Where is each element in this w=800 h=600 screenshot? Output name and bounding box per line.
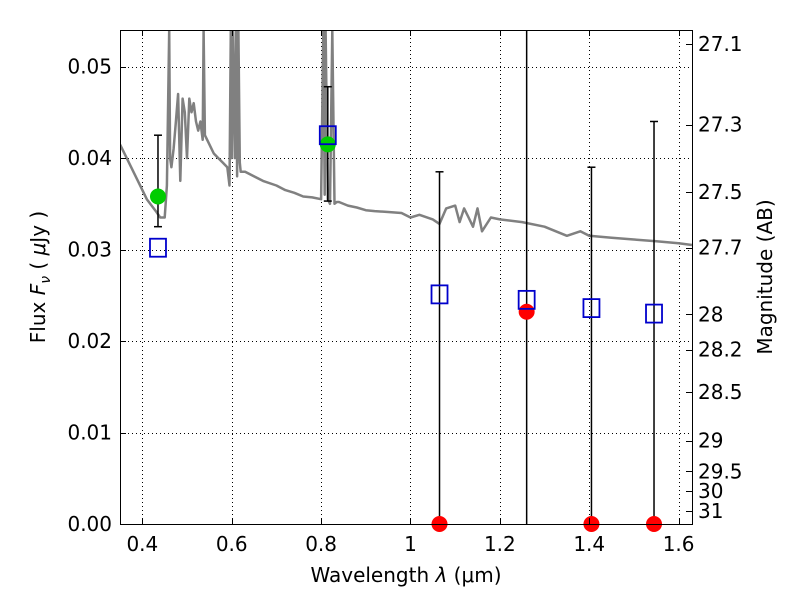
blue-model-square — [517, 289, 536, 310]
model-sed-line — [120, 30, 692, 247]
model-sed-layer — [120, 30, 692, 247]
markers-layer — [149, 125, 663, 532]
blue-model-square — [582, 298, 601, 319]
y2-tick-label: 28 — [698, 302, 723, 326]
y2-tick-label: 27.7 — [698, 236, 743, 260]
y2-tick-label: 27.1 — [698, 32, 743, 56]
y2-axis-label: Magnitude (AB) — [753, 199, 777, 354]
y2-tick-label: 31 — [698, 499, 723, 523]
x-tick-label: 0.6 — [216, 532, 248, 556]
green-data-point — [149, 188, 166, 205]
blue-model-square — [149, 237, 167, 258]
y-tick-label: 0.01 — [67, 421, 112, 445]
x-axis-label: Wavelength λ (μm) — [310, 563, 501, 587]
y2-tick-label: 30 — [698, 479, 723, 503]
x-tick-label: 0.8 — [305, 532, 337, 556]
y-tick-label: 0.05 — [67, 55, 112, 79]
grid — [120, 30, 692, 525]
x-tick-label: 1.2 — [484, 532, 516, 556]
y2-tick-label: 28.5 — [698, 380, 743, 404]
x-tick-label: 1.6 — [663, 532, 695, 556]
y2-tick-label: 29 — [698, 429, 723, 453]
x-tick-label: 1 — [404, 532, 417, 556]
blue-model-square — [318, 125, 337, 146]
y2-tick-label: 28.2 — [698, 338, 743, 362]
x-tick-label: 0.4 — [126, 532, 158, 556]
blue-model-square — [645, 303, 663, 324]
y2-tick-label: 29.5 — [698, 459, 743, 483]
y-axis-label: Flux Fν ( μJy ) — [26, 211, 54, 343]
y-tick-label: 0.02 — [67, 329, 112, 353]
x-tick-label: 1.4 — [573, 532, 605, 556]
y-tick-label: 0.00 — [67, 512, 112, 536]
y-tick-label: 0.04 — [67, 146, 112, 170]
y-tick-label: 0.03 — [67, 238, 112, 262]
y2-tick-label: 27.5 — [698, 180, 743, 204]
ticks-layer: 0.4 0.6 0.8 1 1.2 1.4 1.6 0.00 0.01 0.02 0.03 0.04 0… — [67, 30, 743, 556]
plot-frame — [120, 30, 693, 525]
blue-model-square — [430, 284, 449, 305]
y2-tick-label: 27.3 — [698, 113, 743, 137]
red-data-point — [518, 303, 535, 320]
